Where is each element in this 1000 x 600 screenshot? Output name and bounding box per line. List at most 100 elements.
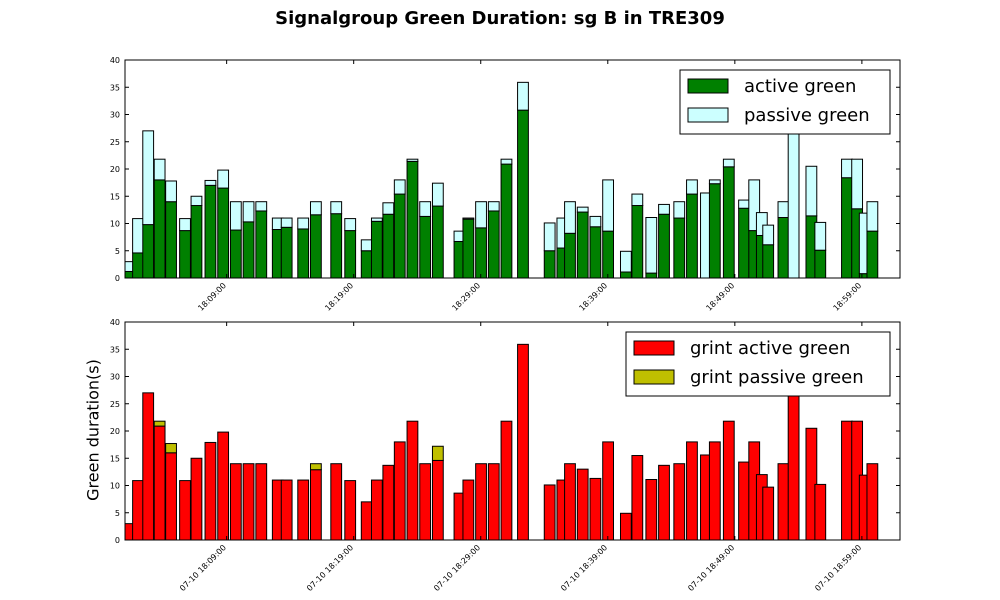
top-bar-active-green [500,163,513,279]
bottom-bar-grint-active-green [708,441,721,541]
bottom-bar-grint-active-green [619,512,632,541]
bottom-bar-grint-active-green [132,480,144,541]
bottom-bar-grint-active-green [777,463,790,541]
top-bar-active-green [330,213,343,279]
top-bar-active-green [179,230,191,279]
top-bar-active-green [132,252,144,279]
top-bar-passive-green [419,201,432,217]
bottom-bar-grint-active-green [686,441,698,541]
bottom-bar-grint-active-green [462,479,475,541]
top-bar-active-green [658,213,670,279]
top-bar-active-green [487,210,500,279]
bottom-bar-grint-active-green [814,483,827,541]
bottom-ytick-label: 15 [110,454,120,463]
bottom-bar-grint-active-green [360,501,373,541]
top-bar-passive-green [841,158,853,179]
bottom-ytick-label: 20 [110,427,120,436]
top-bar-active-green [841,177,853,279]
bottom-bar-grint-active-green [645,479,658,541]
top-bar-passive-green [153,158,166,181]
bottom-bar-grint-active-green [841,420,853,541]
top-bar-active-green [309,214,322,279]
top-bar-passive-green [255,201,268,212]
bottom-xtick-label: 07-10 18:49:00 [686,543,736,593]
top-bar-passive-green [851,158,864,210]
top-bar-passive-green [722,158,735,168]
top-bar-active-green [229,229,242,279]
top-bar-passive-green [673,201,686,219]
top-bar-passive-green [748,179,761,232]
top-bar-passive-green [406,158,419,162]
top-xtick-label: 18:49:00 [704,281,736,313]
top-bar-passive-green [297,217,310,230]
top-bar-passive-green [866,201,879,232]
top-bar-passive-green [165,180,177,203]
top-bar-active-green [406,160,419,279]
bottom-bar-grint-passive-green [309,463,322,471]
bottom-bar-grint-active-green [576,468,589,541]
top-bar-passive-green [631,193,644,207]
bottom-bar-grint-active-green [658,464,670,541]
top-bar-active-green [280,226,293,279]
top-bar-passive-green [814,221,827,251]
top-ytick-label: 25 [110,138,120,147]
bottom-bar-grint-passive-green [431,445,444,461]
top-bar-active-green [360,250,373,279]
top-bar-passive-green [564,201,576,234]
top-bar-active-green [619,271,632,279]
top-bar-passive-green [762,224,775,246]
bottom-bar-grint-active-green [165,452,177,541]
bottom-bar-grint-active-green [631,455,644,541]
top-bar-passive-green [755,212,768,236]
top-bar-passive-green [393,179,406,195]
top-bar-active-green [589,226,602,279]
top-bar-active-green [153,179,166,279]
top-bar-active-green [722,166,735,279]
bottom-bar-grint-active-green [673,463,686,541]
bottom-ytick-label: 40 [110,318,120,327]
top-bar-passive-green [229,201,242,231]
bottom-bar-grint-active-green [406,420,419,541]
top-bar-active-green [255,210,268,279]
top-bar-active-green [142,224,155,279]
top-bar-passive-green [738,199,750,209]
top-ytick-label: 35 [110,83,120,92]
bottom-xtick-label: 07-10 18:29:00 [432,543,482,593]
top-bar-passive-green [309,201,322,216]
bottom-bar-grint-active-green [564,463,576,541]
bottom-bar-grint-active-green [866,463,879,541]
bottom-ytick-label: 10 [110,482,120,491]
top-bar-active-green [777,217,790,279]
top-bar-active-green [564,232,576,279]
top-bar-passive-green [589,215,602,228]
bottom-bar-grint-active-green [255,463,268,541]
top-bar-active-green [242,221,255,279]
bottom-bar-grint-active-green [370,479,383,541]
top-bar-active-green [673,217,686,279]
bottom-bar-grint-active-green [330,463,343,541]
bottom-legend: grint active green grint passive green [625,331,891,397]
top-bar-passive-green [487,201,500,212]
top-bar-passive-green [686,179,698,195]
bottom-bar-grint-active-green [309,469,322,541]
bottom-bar-grint-active-green [229,463,242,541]
top-bar-active-green [631,205,644,279]
top-ytick-label: 40 [110,56,120,65]
top-bar-active-green [217,187,230,279]
top-legend: active green passive green [679,69,891,135]
top-bar-active-green [602,230,615,279]
top-ytick-label: 20 [110,165,120,174]
bottom-bar-grint-active-green [589,477,602,541]
bottom-xtick-label: 07-10 18:39:00 [559,543,609,593]
top-bar-passive-green [500,158,513,165]
bottom-legend-swatch [633,369,675,385]
bottom-bar-grint-active-green [738,461,750,541]
top-bar-passive-green [517,81,529,111]
top-bar-passive-green [280,217,293,228]
bottom-bar-grint-active-green [297,479,310,541]
top-bar-active-green [814,249,827,279]
bottom-bar-grint-active-green [242,463,255,541]
bottom-bar-grint-active-green [204,441,217,541]
top-bar-active-green [738,207,750,279]
bottom-bar-grint-active-green [487,463,500,541]
